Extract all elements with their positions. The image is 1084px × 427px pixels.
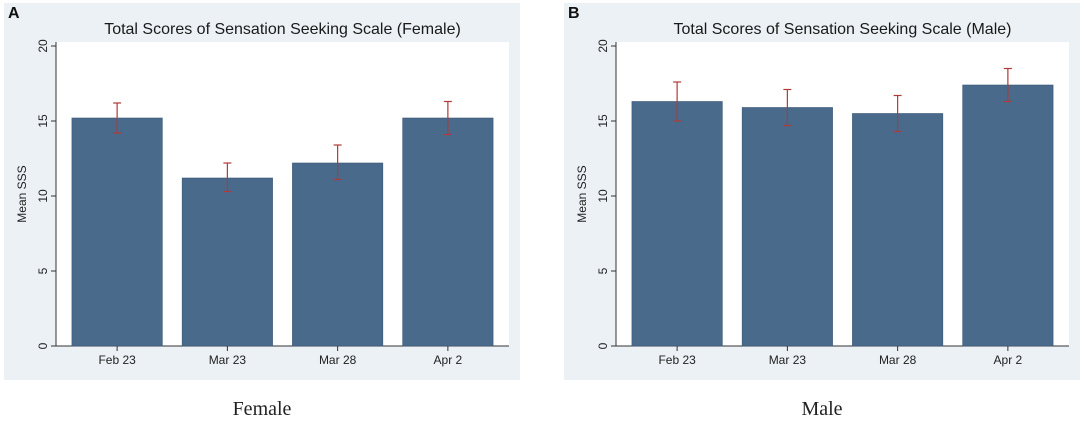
y-tick-label: 0: [36, 342, 50, 349]
bar: [741, 107, 833, 347]
bar: [71, 117, 163, 347]
error-bar: [783, 88, 792, 127]
y-tick-label: 15: [596, 114, 610, 128]
bar: [631, 101, 723, 347]
chart-title: Total Scores of Sensation Seeking Scale …: [104, 21, 461, 38]
error-bar: [443, 100, 452, 136]
panel-label: A: [8, 5, 20, 22]
y-tick-label: 10: [36, 189, 50, 203]
x-tick-label: Mar 28: [319, 353, 357, 367]
y-axis-label: Mean SSS: [575, 165, 589, 222]
bar-chart-male: Total Scores of Sensation Seeking Scale …: [575, 21, 1069, 367]
error-bar: [113, 102, 122, 134]
y-tick-label: 10: [596, 189, 610, 203]
error-bar: [223, 162, 232, 193]
chart-panel-male: B Total Scores of Sensation Seeking Scal…: [564, 3, 1080, 380]
x-tick-label: Feb 23: [98, 353, 136, 367]
y-tick-label: 20: [596, 39, 610, 53]
x-tick-label: Mar 28: [879, 353, 917, 367]
bar: [181, 177, 273, 347]
error-bar: [1003, 67, 1012, 103]
x-tick-label: Mar 23: [769, 353, 807, 367]
error-bar: [333, 144, 342, 181]
y-tick-label: 0: [596, 342, 610, 349]
error-bar: [673, 81, 682, 122]
y-axis-label: Mean SSS: [15, 165, 29, 222]
chart-title: Total Scores of Sensation Seeking Scale …: [674, 21, 1012, 38]
x-tick-label: Feb 23: [658, 353, 696, 367]
bar: [402, 117, 494, 347]
caption-male: Male: [801, 398, 843, 420]
x-tick-label: Apr 2: [994, 353, 1023, 367]
y-tick-label: 5: [596, 267, 610, 274]
x-tick-label: Apr 2: [434, 353, 463, 367]
y-tick-label: 20: [36, 39, 50, 53]
chart-panel-female: A Total Scores of Sensation Seeking Scal…: [4, 3, 520, 380]
panel-label: B: [568, 5, 580, 22]
y-tick-label: 5: [36, 267, 50, 274]
error-bar: [893, 94, 902, 133]
bar: [962, 84, 1054, 347]
caption-female: Female: [232, 398, 292, 420]
bar-chart-female: Total Scores of Sensation Seeking Scale …: [15, 21, 509, 367]
y-tick-label: 15: [36, 114, 50, 128]
x-tick-label: Mar 23: [209, 353, 247, 367]
bar: [852, 113, 944, 347]
bar: [292, 162, 384, 347]
